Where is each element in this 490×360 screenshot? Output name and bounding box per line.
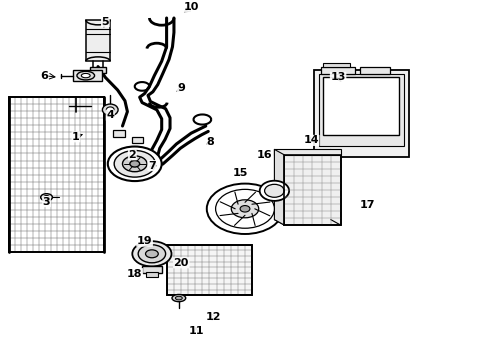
Text: 12: 12 [205, 312, 221, 322]
Text: 16: 16 [257, 150, 272, 160]
Ellipse shape [106, 107, 114, 113]
Bar [73, 70, 102, 81]
Ellipse shape [207, 184, 283, 234]
Text: 20: 20 [173, 258, 189, 268]
Ellipse shape [108, 147, 162, 181]
Text: 5: 5 [101, 17, 109, 27]
Text: 4: 4 [106, 110, 114, 120]
Ellipse shape [81, 73, 90, 78]
Ellipse shape [44, 195, 49, 199]
Text: 3: 3 [43, 197, 50, 207]
Bar [9, 97, 104, 252]
Ellipse shape [138, 245, 166, 263]
Bar [274, 149, 341, 155]
Text: 13: 13 [330, 72, 346, 82]
Ellipse shape [114, 150, 155, 177]
Bar [113, 130, 125, 137]
Bar [323, 77, 399, 135]
Ellipse shape [41, 194, 52, 201]
Bar [86, 20, 110, 61]
Text: 6: 6 [40, 71, 48, 81]
Text: 8: 8 [207, 137, 215, 147]
Ellipse shape [172, 294, 186, 302]
Bar [167, 245, 252, 295]
Bar [360, 67, 390, 74]
Text: 2: 2 [128, 150, 136, 160]
Bar [9, 97, 104, 252]
Polygon shape [274, 149, 284, 225]
Bar [314, 70, 409, 157]
Bar [323, 63, 350, 67]
Bar [146, 272, 158, 277]
Text: 9: 9 [177, 83, 185, 93]
Text: 15: 15 [232, 168, 248, 178]
Bar [284, 155, 341, 225]
Bar [90, 67, 106, 73]
Bar [167, 245, 252, 295]
Bar [132, 137, 143, 143]
Ellipse shape [130, 161, 140, 167]
Ellipse shape [122, 156, 147, 172]
Ellipse shape [231, 200, 259, 218]
Ellipse shape [77, 71, 95, 80]
Text: 14: 14 [303, 135, 319, 145]
Ellipse shape [132, 241, 172, 266]
Ellipse shape [102, 104, 118, 116]
Text: 11: 11 [188, 326, 204, 336]
Ellipse shape [146, 250, 158, 258]
Bar [321, 67, 355, 74]
Ellipse shape [265, 184, 284, 197]
Ellipse shape [240, 206, 250, 212]
Text: 18: 18 [127, 269, 143, 279]
Bar [318, 74, 404, 146]
Text: 10: 10 [183, 2, 199, 12]
Ellipse shape [216, 189, 274, 228]
Text: 7: 7 [148, 161, 156, 171]
Text: 17: 17 [360, 200, 375, 210]
Text: 1: 1 [72, 132, 80, 142]
Bar [284, 155, 341, 225]
Bar [142, 266, 162, 273]
Text: 19: 19 [137, 236, 152, 246]
Ellipse shape [260, 181, 289, 201]
Ellipse shape [175, 296, 182, 300]
